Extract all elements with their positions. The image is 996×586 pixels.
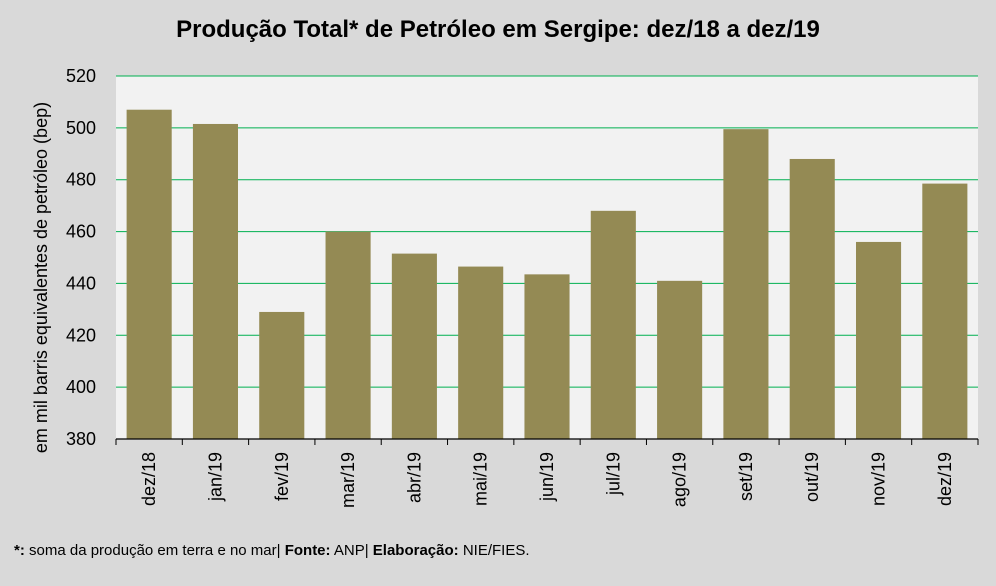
x-tick-label: fev/19	[272, 452, 292, 501]
y-tick-label: 440	[66, 273, 96, 293]
x-tick-marks	[115, 439, 979, 445]
x-tick-label: dez/19	[935, 452, 955, 506]
y-tick-label: 460	[66, 222, 96, 242]
x-tick-label: jun/19	[537, 452, 557, 502]
y-tick-label: 380	[66, 429, 96, 449]
footnote-text-2: ANP|	[330, 542, 373, 559]
footnote-text-3: NIE/FIES.	[458, 542, 530, 559]
x-tick-label: jul/19	[603, 452, 623, 496]
bar	[325, 231, 371, 439]
x-tick-label: nov/19	[869, 452, 889, 506]
bar	[789, 158, 835, 439]
x-tick-label: mai/19	[471, 452, 491, 506]
y-tick-label: 400	[66, 377, 96, 397]
y-tick-label: 420	[66, 325, 96, 345]
bar	[192, 123, 239, 439]
x-tick-label: out/19	[802, 452, 822, 502]
x-tick-label: set/19	[736, 452, 756, 501]
x-tick-label: mar/19	[338, 452, 358, 508]
footnote-source-label: Fonte:	[284, 542, 331, 559]
bar	[391, 253, 437, 439]
bar	[723, 129, 769, 439]
footnote-star: *:	[14, 542, 25, 559]
bar	[524, 274, 570, 439]
x-tick-label: ago/19	[670, 452, 690, 507]
x-tick-label: dez/18	[139, 452, 159, 506]
bar	[590, 210, 636, 439]
bar	[855, 241, 902, 439]
footnote: *: soma da produção em terra e no mar| F…	[14, 542, 530, 559]
y-tick-label: 480	[66, 170, 96, 190]
x-tick-label: jan/19	[205, 452, 225, 502]
bar	[126, 109, 172, 439]
y-tick-label: 520	[66, 66, 96, 86]
y-tick-labels: 380 400 420 440 460 480 500 520	[66, 66, 96, 449]
x-tick-label: abr/19	[404, 452, 424, 503]
bar	[657, 280, 703, 439]
chart-title: Produção Total* de Petróleo em Sergipe: …	[176, 16, 820, 43]
footnote-text-1: soma da produção em terra e no mar|	[24, 542, 285, 559]
bar	[458, 266, 504, 439]
x-tick-labels: dez/18 jan/19 fev/19 mar/19 abr/19 mai/19 jun/…	[139, 452, 955, 508]
bar	[259, 311, 305, 439]
footnote-elaboration-label: Elaboração:	[372, 542, 459, 559]
y-axis-label: em mil barris equivalentes de petróleo (…	[31, 102, 51, 453]
bar	[922, 183, 968, 439]
y-tick-label: 500	[66, 118, 96, 138]
bars	[126, 109, 968, 439]
